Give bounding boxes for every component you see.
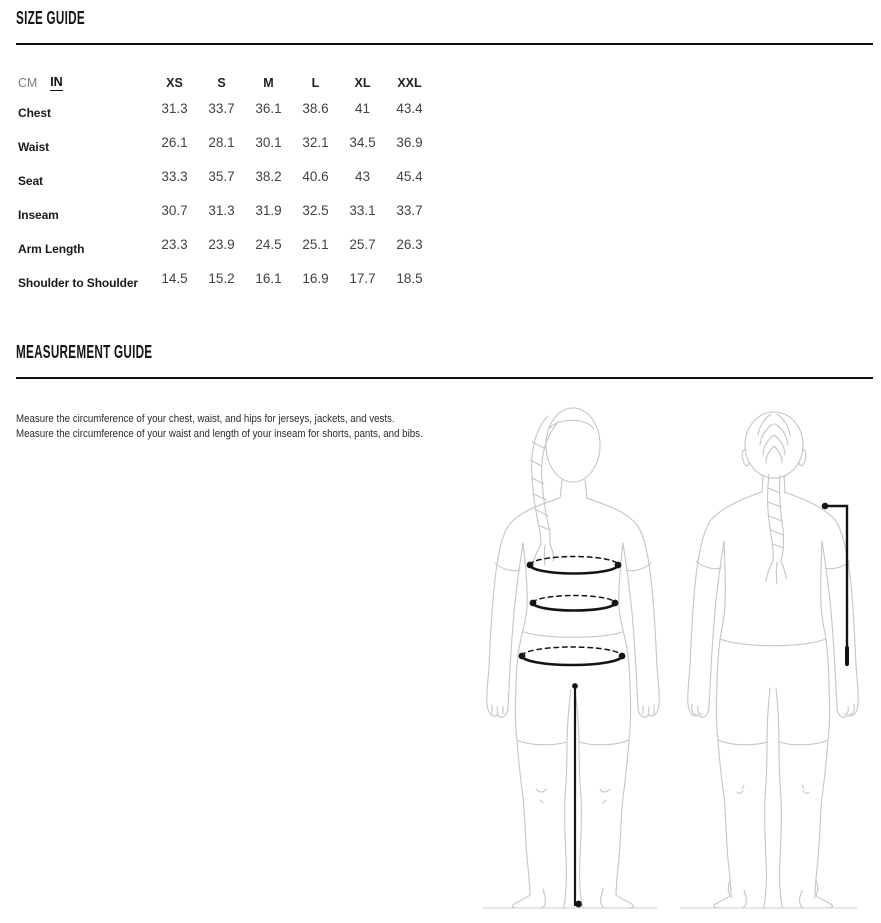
- size-value: 40.6: [302, 168, 329, 184]
- table-row-seat: Seat 33.3 35.7 38.2 40.6 43 45.4: [18, 164, 433, 198]
- size-table-header-row: CM IN XS S M L XL XXL: [18, 70, 433, 96]
- column-header-l: L: [311, 76, 320, 90]
- chest-measurement-line: [526, 555, 622, 575]
- size-value: 43.4: [396, 100, 423, 116]
- row-label: Chest: [18, 106, 51, 120]
- size-value: 15.2: [208, 270, 235, 286]
- column-header-xs: XS: [166, 76, 183, 90]
- size-value: 18.5: [396, 270, 423, 286]
- size-value: 31.3: [208, 202, 235, 218]
- size-value: 25.7: [349, 236, 376, 252]
- row-label: Inseam: [18, 208, 59, 222]
- hip-measurement-line: [518, 646, 626, 667]
- size-value: 14.5: [161, 270, 188, 286]
- size-value: 26.1: [161, 134, 188, 150]
- inseam-measurement-line: [572, 683, 582, 908]
- row-label: Seat: [18, 174, 43, 188]
- size-value: 26.3: [396, 236, 423, 252]
- back-figure-illustration: [680, 411, 859, 909]
- size-value: 33.1: [349, 202, 376, 218]
- front-figure-illustration: [483, 407, 660, 909]
- size-value: 23.9: [208, 236, 235, 252]
- column-header-s: S: [217, 76, 226, 90]
- size-value: 16.9: [302, 270, 329, 286]
- column-header-xxl: XXL: [397, 76, 422, 90]
- row-label: Shoulder to Shoulder: [18, 276, 138, 290]
- size-value: 30.1: [255, 134, 282, 150]
- table-row-arm-length: Arm Length 23.3 23.9 24.5 25.1 25.7 26.3: [18, 232, 433, 266]
- table-row-inseam: Inseam 30.7 31.3 31.9 32.5 33.1 33.7: [18, 198, 433, 232]
- size-value: 33.7: [208, 100, 235, 116]
- size-value: 28.1: [208, 134, 235, 150]
- size-value: 32.5: [302, 202, 329, 218]
- size-value: 38.2: [255, 168, 282, 184]
- row-label: Waist: [18, 140, 50, 154]
- size-value: 32.1: [302, 134, 329, 150]
- size-value: 16.1: [255, 270, 282, 286]
- table-row-waist: Waist 26.1 28.1 30.1 32.1 34.5 36.9: [18, 130, 433, 164]
- size-value: 35.7: [208, 168, 235, 184]
- size-value: 33.7: [396, 202, 423, 218]
- size-table: CM IN XS S M L XL XXL Chest 31.3 33.7 36…: [18, 70, 433, 300]
- size-value: 25.1: [302, 236, 329, 252]
- size-value: 31.9: [255, 202, 282, 218]
- size-value: 41: [354, 100, 371, 116]
- arm-length-measurement-line: [821, 502, 849, 667]
- guide-line-1: Measure the circumference of your chest,…: [16, 413, 395, 425]
- table-row-chest: Chest 31.3 33.7 36.1 38.6 41 43.4: [18, 96, 433, 130]
- size-value: 23.3: [161, 236, 188, 252]
- table-row-shoulder-to-shoulder: Shoulder to Shoulder 14.5 15.2 16.1 16.9…: [18, 266, 433, 300]
- size-value: 31.3: [161, 100, 188, 116]
- unit-toggle: CM IN: [18, 75, 151, 91]
- size-value: 45.4: [396, 168, 423, 184]
- divider: [16, 377, 873, 379]
- size-value: 30.7: [161, 202, 188, 218]
- size-value: 17.7: [349, 270, 376, 286]
- size-value: 38.6: [302, 100, 329, 116]
- column-header-xl: XL: [354, 76, 371, 90]
- column-header-m: M: [263, 76, 274, 90]
- unit-cm-button[interactable]: CM: [18, 76, 38, 90]
- measurement-guide-title: MEASUREMENT GUIDE: [16, 342, 153, 362]
- size-value: 36.9: [396, 134, 423, 150]
- row-label: Arm Length: [18, 242, 85, 256]
- guide-line-2: Measure the circumference of your waist …: [16, 427, 423, 440]
- size-value: 34.5: [349, 134, 376, 150]
- waist-measurement-line: [529, 594, 619, 612]
- measurement-guide-text: Measure the circumference of your chest,…: [16, 412, 423, 441]
- unit-in-button[interactable]: IN: [50, 75, 63, 91]
- divider: [16, 43, 873, 45]
- size-value: 24.5: [255, 236, 282, 252]
- size-value: 36.1: [255, 100, 282, 116]
- size-guide-title: SIZE GUIDE: [16, 8, 85, 28]
- size-value: 33.3: [161, 168, 188, 184]
- size-value: 43: [354, 168, 371, 184]
